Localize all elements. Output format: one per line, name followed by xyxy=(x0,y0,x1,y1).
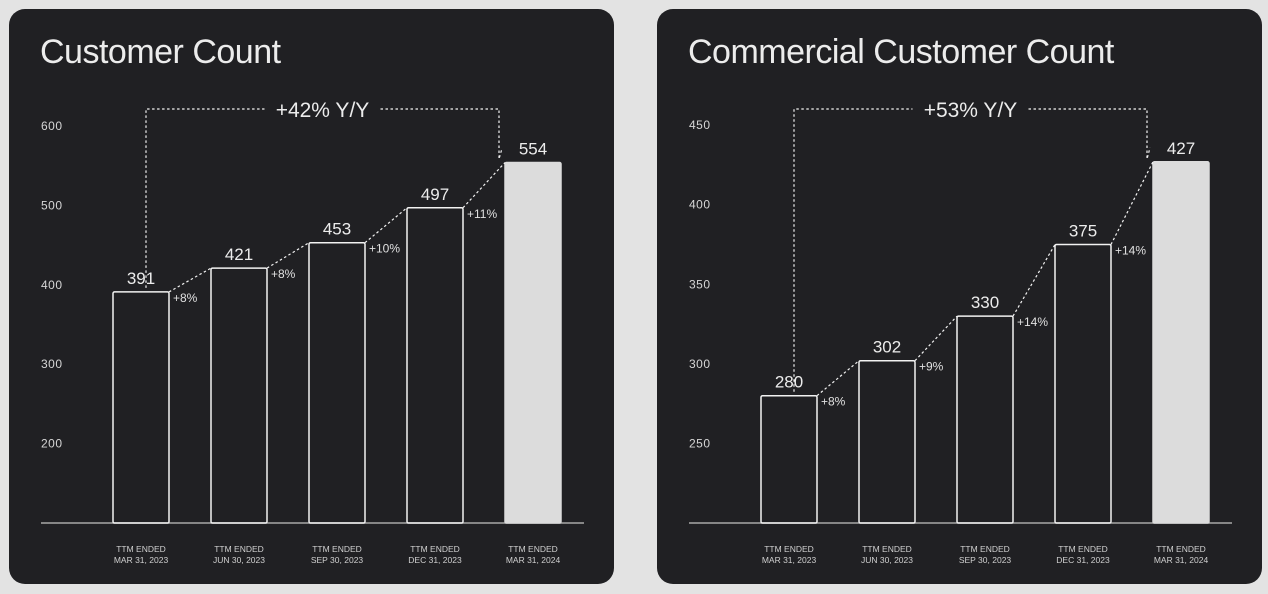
bar-value-label: 330 xyxy=(971,293,999,312)
x-tick-label-line2: MAR 31, 2024 xyxy=(1154,555,1209,565)
growth-connector xyxy=(914,315,958,362)
growth-connector xyxy=(364,207,408,244)
bar xyxy=(308,241,366,524)
growth-connector xyxy=(266,242,310,269)
growth-connector xyxy=(168,267,212,293)
chart-title: Customer Count xyxy=(40,33,281,71)
growth-label: +8% xyxy=(173,291,198,305)
bar-value-label: 391 xyxy=(127,269,155,288)
customer-count-panel: Customer Count 200 300 400 500 600 391 TTM END… xyxy=(9,9,614,584)
yoy-growth-label: +42% Y/Y xyxy=(276,99,370,122)
y-tick-label: 600 xyxy=(41,119,63,133)
x-tick-label-line1: TTM ENDED xyxy=(764,544,814,554)
growth-label: +8% xyxy=(821,395,846,409)
bar-value-label: 497 xyxy=(421,185,449,204)
x-tick-label-line2: JUN 30, 2023 xyxy=(861,555,913,565)
bar-value-label: 280 xyxy=(775,373,803,392)
y-tick-label: 500 xyxy=(41,198,63,212)
x-tick-label-line1: TTM ENDED xyxy=(312,544,362,554)
y-tick-label: 250 xyxy=(689,436,711,450)
growth-label: +8% xyxy=(271,267,296,281)
x-tick-label-line2: DEC 31, 2023 xyxy=(408,555,462,565)
growth-label: +9% xyxy=(919,360,944,374)
y-tick-label: 400 xyxy=(41,278,63,292)
bar-value-label: 375 xyxy=(1069,222,1097,241)
y-tick-label: 400 xyxy=(689,198,711,212)
bar xyxy=(1054,243,1112,524)
chart-title: Commercial Customer Count xyxy=(688,33,1114,71)
bar-value-label: 453 xyxy=(323,220,351,239)
growth-label: +10% xyxy=(369,242,400,256)
growth-connector xyxy=(816,360,860,397)
y-tick-label: 300 xyxy=(689,357,711,371)
bar xyxy=(956,315,1014,524)
y-tick-label: 350 xyxy=(689,277,711,291)
yoy-growth-label: +53% Y/Y xyxy=(924,99,1018,122)
x-tick-label-line2: SEP 30, 2023 xyxy=(959,555,1012,565)
growth-label: +11% xyxy=(467,207,497,221)
yoy-bracket-right xyxy=(1028,108,1151,160)
x-tick-label-line1: TTM ENDED xyxy=(1058,544,1108,554)
x-tick-label-line1: TTM ENDED xyxy=(1156,544,1206,554)
x-tick-label-line1: TTM ENDED xyxy=(960,544,1010,554)
x-tick-label-line2: SEP 30, 2023 xyxy=(311,555,364,565)
growth-connector xyxy=(462,162,506,209)
y-tick-label: 300 xyxy=(41,357,63,371)
x-tick-label-line2: DEC 31, 2023 xyxy=(1056,555,1110,565)
y-tick-label: 450 xyxy=(689,118,711,132)
growth-connector xyxy=(1012,244,1056,317)
commercial-customer-count-panel: Commercial Customer Count 250 300 350 400 45… xyxy=(657,9,1262,584)
bar xyxy=(504,161,562,524)
bar xyxy=(112,291,170,524)
x-tick-label-line1: TTM ENDED xyxy=(508,544,558,554)
x-tick-label-line2: MAR 31, 2023 xyxy=(114,555,169,565)
x-tick-label-line2: MAR 31, 2023 xyxy=(762,555,817,565)
bar-value-label: 421 xyxy=(225,245,253,264)
x-tick-label-line2: MAR 31, 2024 xyxy=(506,555,561,565)
bar xyxy=(406,207,464,524)
bar xyxy=(1152,161,1210,524)
growth-label: +14% xyxy=(1017,315,1048,329)
x-tick-label-line1: TTM ENDED xyxy=(862,544,912,554)
yoy-bracket-right xyxy=(380,108,503,160)
bar-value-label: 554 xyxy=(519,139,547,158)
bar-value-label: 427 xyxy=(1167,139,1195,158)
growth-label: +14% xyxy=(1115,244,1146,258)
yoy-bracket-left xyxy=(793,108,913,392)
bar-value-label: 302 xyxy=(873,338,901,357)
x-tick-label-line1: TTM ENDED xyxy=(214,544,264,554)
x-tick-label-line1: TTM ENDED xyxy=(410,544,460,554)
bar xyxy=(858,359,916,524)
growth-connector xyxy=(1110,161,1154,245)
bar xyxy=(210,267,268,524)
x-tick-label-line2: JUN 30, 2023 xyxy=(213,555,265,565)
x-tick-label-line1: TTM ENDED xyxy=(116,544,166,554)
bar xyxy=(760,394,818,524)
y-tick-label: 200 xyxy=(41,437,63,451)
